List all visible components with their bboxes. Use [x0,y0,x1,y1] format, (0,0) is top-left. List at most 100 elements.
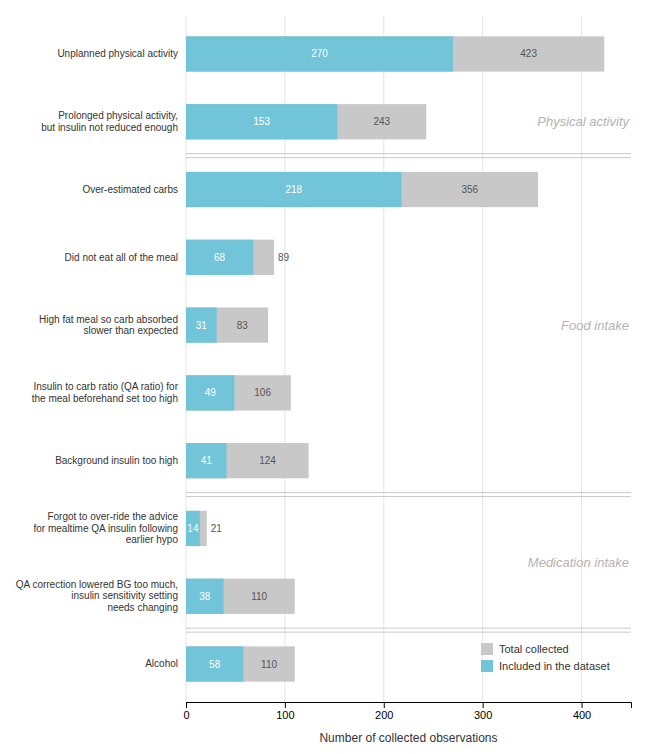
legend-swatch [481,660,493,672]
y-tick: Alcohol [145,658,186,669]
bar-total [186,307,268,342]
y-tick-label: Alcohol [145,658,178,669]
legend-label: Included in the dataset [499,660,610,672]
data-label: 58 [209,659,221,670]
x-tick: 200 [375,702,393,721]
bar-total [186,240,274,275]
section-divider [186,632,631,633]
x-tick: 0 [183,702,189,721]
data-label: 270 [311,48,328,59]
section-divider [186,153,631,154]
x-tick-label: 0 [183,709,189,721]
section-dividers [186,154,631,633]
bar-included [186,104,337,139]
bar-included [186,579,224,614]
bar-included [186,443,227,478]
grid-line [482,16,483,702]
y-tick: Insulin to carb ratio (QA ratio) forthe … [32,381,186,404]
x-tick: 300 [474,702,492,721]
x-tick: 400 [573,702,591,721]
y-tick: Over-estimated carbs [82,184,186,195]
bar-total [186,579,295,614]
x-tick-mark [285,702,286,708]
data-label: 41 [201,455,213,466]
annotations: Physical activity Food intake Medication i… [528,114,631,570]
bar-total [186,511,207,546]
y-axis: Unplanned physical activity Prolonged phy… [16,48,186,669]
x-tick-mark [186,702,187,708]
legend-item: Total collected [481,643,569,655]
y-tick: Forgot to over-ride the advicefor mealti… [33,511,186,545]
legend-item: Included in the dataset [481,660,610,672]
data-label: 83 [237,320,249,331]
bar-total [186,443,309,478]
bar-total [186,36,604,71]
section-label: Physical activity [537,114,630,129]
y-tick-label: QA correction lowered BG too much,insuli… [16,579,178,613]
y-tick: Prolonged physical activity,but insulin … [41,110,186,132]
data-label: 14 [187,523,199,534]
section-divider [186,157,631,158]
data-label: 89 [278,252,290,263]
section-divider [186,492,631,493]
data-label: 49 [205,387,217,398]
legend-label: Total collected [499,643,569,655]
plot: 2704231532432183566889318349106411241421… [16,16,632,721]
bar-included [186,172,402,207]
bar-included [186,375,234,410]
y-tick: Background insulin too high [55,455,186,466]
section-divider [186,628,631,629]
x-tick-mark [483,702,484,708]
x-tick: 100 [276,702,294,721]
y-tick-label: Prolonged physical activity,but insulin … [41,110,178,132]
x-axis-title: Number of collected observations [319,731,497,745]
y-tick-label: Over-estimated carbs [82,184,178,195]
y-tick-label: Forgot to over-ride the advicefor mealti… [33,511,178,545]
y-tick-label: Did not eat all of the meal [65,252,178,263]
bar-total [186,172,538,207]
data-label: 110 [251,591,267,602]
y-tick: Did not eat all of the meal [65,252,186,263]
y-tick-label: Unplanned physical activity [57,48,178,59]
x-tick-mark [582,702,583,708]
data-label: 68 [214,252,226,263]
x-tick-mark [384,702,385,708]
bar-total [186,646,295,681]
x-axis-line [187,703,632,709]
bar-included [186,646,243,681]
y-tick: QA correction lowered BG too much,insuli… [16,579,186,613]
bar-included [186,511,200,546]
data-label: 21 [211,523,223,534]
data-label: 124 [259,455,276,466]
data-label: 38 [199,591,211,602]
data-label: 106 [254,387,271,398]
legend-swatch [481,643,493,655]
y-tick-label: High fat meal so carb absorbedslower tha… [39,314,178,337]
data-label: 423 [520,48,537,59]
chart: 2704231532432183566889318349106411241421… [0,0,649,754]
bar-included [186,36,453,71]
data-label: 356 [461,184,478,195]
bars [186,36,604,681]
data-label: 110 [261,659,277,670]
y-tick-label: Insulin to carb ratio (QA ratio) forthe … [32,381,179,404]
data-label: 31 [196,320,208,331]
x-tick-label: 100 [276,709,294,721]
bar-included [186,307,217,342]
data-label: 153 [253,116,270,127]
legend: Total collected Included in the dataset [481,643,610,672]
section-label: Medication intake [528,555,629,570]
bar-total [186,375,291,410]
bar-total [186,104,426,139]
x-tick-label: 400 [573,709,591,721]
grid [186,16,582,702]
x-tick-label: 300 [474,709,492,721]
section-label: Food intake [561,318,629,333]
y-tick: High fat meal so carb absorbedslower tha… [39,314,186,337]
y-tick-label: Background insulin too high [55,455,178,466]
section-divider [186,496,631,497]
x-axis: 0 100 200 300 400 [183,702,631,721]
bar-included [186,240,253,275]
data-label: 243 [373,116,390,127]
x-tick-label: 200 [375,709,393,721]
